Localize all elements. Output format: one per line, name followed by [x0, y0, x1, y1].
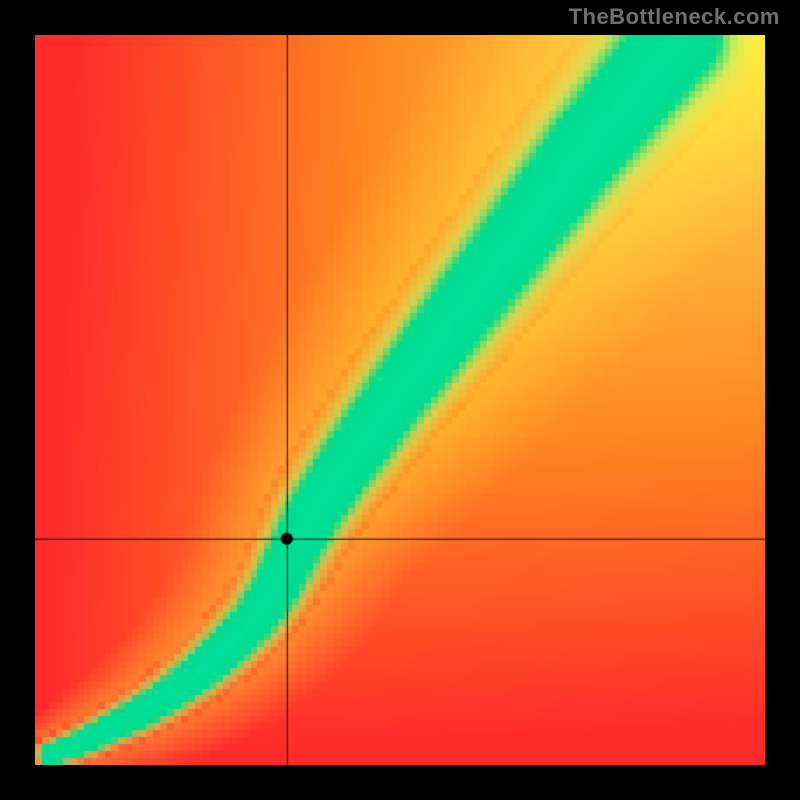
watermark-text: TheBottleneck.com: [569, 4, 780, 30]
bottleneck-heatmap: [35, 35, 765, 765]
chart-frame: TheBottleneck.com: [0, 0, 800, 800]
